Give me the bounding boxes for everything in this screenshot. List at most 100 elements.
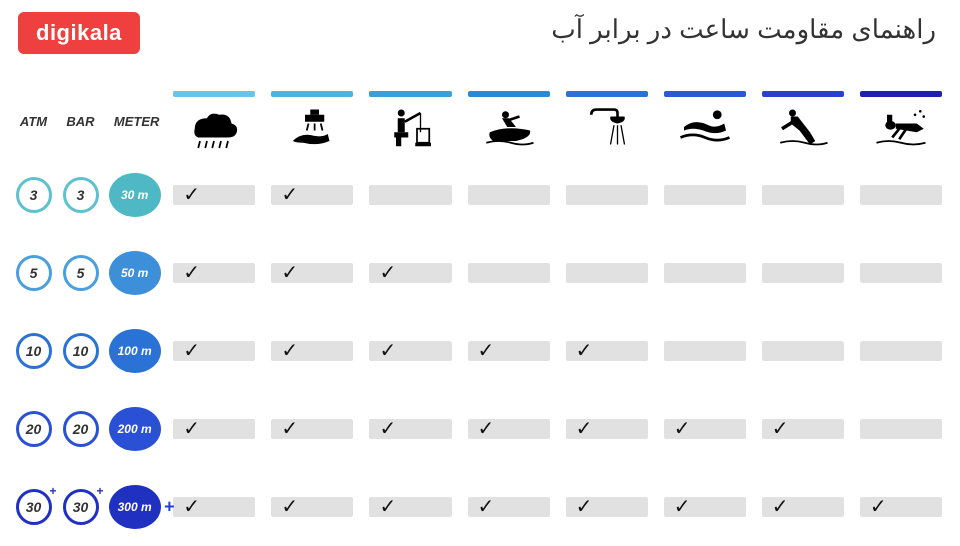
cell: ✓ xyxy=(263,156,361,234)
fishing-icon xyxy=(382,103,438,151)
check-icon: ✓ xyxy=(870,497,887,517)
cell: ✓ xyxy=(656,390,754,468)
check-icon: ✓ xyxy=(576,341,593,361)
check-icon: ✓ xyxy=(379,341,396,361)
table-row: 55 50 m ✓ ✓ ✓ xyxy=(10,234,950,312)
wash-icon xyxy=(284,103,340,151)
check-icon: ✓ xyxy=(281,419,298,439)
check-icon: ✓ xyxy=(281,263,298,283)
cell xyxy=(754,156,852,234)
cell: ✓ xyxy=(460,312,558,390)
activity-wash xyxy=(263,86,361,156)
cell: ✓ xyxy=(460,390,558,468)
cell: ✓ xyxy=(656,468,754,546)
cell xyxy=(656,234,754,312)
check-icon: ✓ xyxy=(281,185,298,205)
check-icon: ✓ xyxy=(674,497,691,517)
check-icon: ✓ xyxy=(772,497,789,517)
cell: ✓ xyxy=(361,312,459,390)
activity-dive xyxy=(852,86,950,156)
activity-bar xyxy=(468,91,550,97)
activity-swim xyxy=(656,86,754,156)
activity-rain xyxy=(165,86,263,156)
check-icon: ✓ xyxy=(674,419,691,439)
cell: ✓ xyxy=(263,390,361,468)
atm-value: 20 xyxy=(16,411,52,447)
atm-value: 10 xyxy=(16,333,52,369)
bar-value: 3 xyxy=(63,177,99,213)
cell: ✓ xyxy=(361,390,459,468)
activity-bar xyxy=(664,91,746,97)
activity-bar xyxy=(860,91,942,97)
water-resistance-chart: ATM BAR METER 3330 m✓✓5550 m✓✓✓1010100 m… xyxy=(10,86,950,546)
atm-value: 30 xyxy=(16,489,52,525)
dive-icon xyxy=(873,103,929,151)
cell: ✓ xyxy=(165,390,263,468)
activity-bar xyxy=(271,91,353,97)
cell: ✓ xyxy=(263,234,361,312)
cell: ✓ xyxy=(361,234,459,312)
atm-value: 5 xyxy=(16,255,52,291)
check-icon: ✓ xyxy=(183,263,200,283)
cell: ✓ xyxy=(558,468,656,546)
activity-bar xyxy=(369,91,451,97)
check-icon: ✓ xyxy=(478,341,495,361)
header-meter: METER xyxy=(104,86,165,156)
cell xyxy=(656,156,754,234)
atm-value: 3 xyxy=(16,177,52,213)
cell xyxy=(852,156,950,234)
cell: ✓ xyxy=(165,156,263,234)
bar-value: 30 xyxy=(63,489,99,525)
meter-value: 100 m xyxy=(109,329,161,373)
check-icon: ✓ xyxy=(183,341,200,361)
snorkel-icon xyxy=(775,103,831,151)
meter-value: 50 m xyxy=(109,251,161,295)
check-icon: ✓ xyxy=(379,419,396,439)
activity-bar xyxy=(173,91,255,97)
check-icon: ✓ xyxy=(576,497,593,517)
cell xyxy=(754,312,852,390)
cell xyxy=(754,234,852,312)
page-title: راهنمای مقاومت ساعت در برابر آب xyxy=(551,14,936,45)
water-resistance-table: ATM BAR METER 3330 m✓✓5550 m✓✓✓1010100 m… xyxy=(10,86,950,546)
cell xyxy=(558,234,656,312)
cell: ✓ xyxy=(165,234,263,312)
meter-value: 200 m xyxy=(109,407,161,451)
rain-icon xyxy=(186,103,242,151)
cell xyxy=(460,156,558,234)
activity-fishing xyxy=(361,86,459,156)
jetski-icon xyxy=(481,103,537,151)
activity-shower xyxy=(558,86,656,156)
table-row: 33 30 m ✓ ✓ xyxy=(10,156,950,234)
cell xyxy=(852,390,950,468)
cell xyxy=(558,156,656,234)
cell: ✓ xyxy=(263,468,361,546)
bar-value: 20 xyxy=(63,411,99,447)
bar-value: 5 xyxy=(63,255,99,291)
cell xyxy=(656,312,754,390)
check-icon: ✓ xyxy=(183,497,200,517)
header-bar: BAR xyxy=(57,86,104,156)
check-icon: ✓ xyxy=(281,497,298,517)
check-icon: ✓ xyxy=(478,497,495,517)
brand-logo: digikala xyxy=(18,12,140,54)
check-icon: ✓ xyxy=(281,341,298,361)
cell: ✓ xyxy=(754,390,852,468)
check-icon: ✓ xyxy=(379,497,396,517)
cell xyxy=(361,156,459,234)
meter-value: 30 m xyxy=(109,173,161,217)
cell xyxy=(852,312,950,390)
check-icon: ✓ xyxy=(478,419,495,439)
cell xyxy=(460,234,558,312)
check-icon: ✓ xyxy=(183,185,200,205)
table-row: 3030300 m✓✓✓✓✓✓✓✓ xyxy=(10,468,950,546)
check-icon: ✓ xyxy=(772,419,789,439)
table-row: 2020200 m✓✓✓✓✓✓✓ xyxy=(10,390,950,468)
shower-icon xyxy=(579,103,635,151)
cell: ✓ xyxy=(165,312,263,390)
activity-jetski xyxy=(460,86,558,156)
check-icon: ✓ xyxy=(183,419,200,439)
activity-bar xyxy=(762,91,844,97)
cell xyxy=(852,234,950,312)
cell: ✓ xyxy=(558,312,656,390)
